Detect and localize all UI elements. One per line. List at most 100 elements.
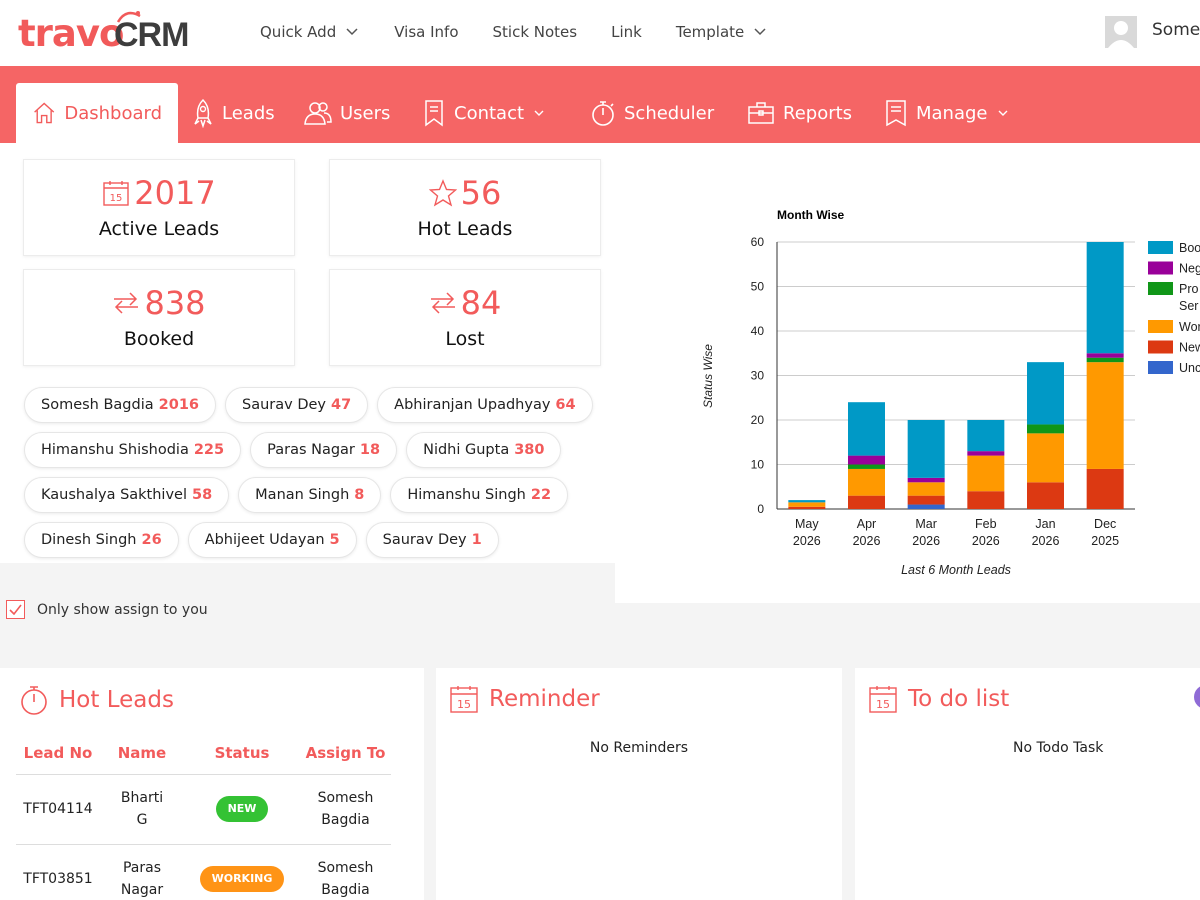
chart-legend-label: Unc [1179,361,1200,375]
nav-reports[interactable]: Reports [747,83,852,143]
chart-y-tick-label: 10 [751,458,765,472]
todo-panel: 15 To do list No Todo Task [855,668,1200,900]
user-name: Kaushalya Sakthivel [41,487,187,503]
stat-booked[interactable]: 838 Booked [23,269,295,366]
nav-contact[interactable]: Contact [422,83,552,143]
user-chip[interactable]: Himanshu Shishodia 225 [24,432,242,468]
lead-name: Paras Nagar [100,844,184,900]
assign-filter-checkbox[interactable] [6,600,25,619]
user-chip[interactable]: Abhijeet Udayan 5 [187,522,357,558]
topnav-label: Quick Add [260,23,337,41]
nav-scheduler[interactable]: Scheduler [590,83,714,143]
chevron-down-icon [754,28,766,36]
topnav-quick-add[interactable]: Quick Add [260,23,358,41]
chart-legend-label: Ser [1179,299,1198,313]
user-chip[interactable]: Somesh Bagdia 2016 [24,387,216,423]
chip-row: Somesh Bagdia 2016 Saurav Dey 47 Abhiranja… [24,387,604,423]
main-nav: Dashboard Leads Users Contact Scheduler … [0,66,1200,143]
lead-number[interactable]: TFT04114 [16,774,100,845]
stacked-bar-chart: Month Wise Status Wise Last 6 Month Lead… [701,208,1200,577]
column-header[interactable]: Assign To [300,732,391,775]
chart-bar-segment [907,420,945,478]
chart-bar-segment [848,402,885,456]
chart-x-tick-label: May [795,517,819,531]
nav-label: Leads [222,102,275,124]
travocrm-logo[interactable]: travo CRM [18,6,198,60]
topnav-template[interactable]: Template [676,23,766,41]
lead-assignee: Somesh Bagdia [300,774,391,845]
chart-legend-label: Pro [1179,282,1199,296]
rocket-icon [194,98,212,128]
chart-bar-segment [1086,357,1124,363]
panel-title-text: Reminder [489,686,600,712]
column-header[interactable]: Lead No [16,732,100,775]
user-chip[interactable]: Paras Nagar 18 [250,432,398,468]
chart-bar-segment [1086,468,1124,509]
chart-bar-segment [907,477,945,483]
user-chip[interactable]: Nidhi Gupta 380 [406,432,562,468]
panel-title-text: To do list [908,686,1010,712]
nav-dashboard[interactable]: Dashboard [16,83,178,143]
lead-number[interactable]: TFT03851 [16,844,100,900]
nav-label: Manage [916,102,988,124]
stat-label: Booked [123,328,195,350]
user-chip[interactable]: Kaushalya Sakthivel 58 [24,477,230,513]
add-todo-button[interactable] [1194,685,1200,709]
table-header-row: Lead No Name Status Assign To [16,732,391,775]
column-header[interactable]: Status [184,732,300,775]
assign-filter-label: Only show assign to you [37,601,208,618]
stat-lost[interactable]: 84 Lost [329,269,601,366]
avatar-placeholder-icon [1108,21,1134,48]
stat-active-leads[interactable]: 15 2017 Active Leads [23,159,295,256]
user-chip[interactable]: Himanshu Singh 22 [390,477,569,513]
chart-title: Month Wise [777,208,845,222]
chart-legend-swatch [1148,361,1173,374]
user-name: Saurav Dey [382,532,467,548]
user-name: Himanshu Shishodia [41,442,189,458]
nav-users[interactable]: Users [304,83,390,143]
chart-bar-segment [967,420,1005,452]
stat-value: 56 [460,174,502,212]
user-lead-count: 26 [141,532,162,548]
user-chip[interactable]: Dinesh Singh 26 [24,522,179,558]
chart-bar-segment [788,500,826,503]
user-name: Manan Singh [255,487,350,503]
topnav-stick-notes[interactable]: Stick Notes [493,23,578,41]
top-nav: Quick Add Visa Info Stick Notes Link Tem… [260,20,766,44]
chart-bar-segment [1027,482,1064,509]
topnav-label: Link [611,23,642,41]
user-chip[interactable]: Saurav Dey 47 [225,387,369,423]
user-avatar[interactable] [1105,16,1137,48]
column-header[interactable]: Name [100,732,184,775]
username[interactable]: Some [1152,20,1200,40]
user-lead-count: 47 [330,397,352,413]
nav-manage[interactable]: Manage [884,83,1016,143]
user-lead-count: 5 [329,532,340,548]
topnav-visa-info[interactable]: Visa Info [394,23,458,41]
chart-bar-segment [907,482,945,496]
user-lead-count: 380 [514,442,545,458]
user-chip[interactable]: Saurav Dey 1 [365,522,499,558]
topnav-link[interactable]: Link [611,23,642,41]
checkmark-icon [9,604,22,615]
calendar-icon: 15 [869,686,897,713]
reminder-title: 15 Reminder [449,684,600,714]
table-row[interactable]: TFT04114 Bharti G NEW Somesh Bagdia [16,774,391,845]
status-badge: WORKING [199,866,285,892]
stat-value: 2017 [134,174,216,212]
exchange-icon [114,292,139,314]
user-lead-count: 1 [471,532,482,548]
stat-hot-leads[interactable]: 56 Hot Leads [329,159,601,256]
user-name: Dinesh Singh [41,532,137,548]
topnav-label: Visa Info [394,23,459,41]
contact-icon [425,100,443,127]
chart-legend-swatch [1148,282,1173,295]
nav-leads[interactable]: Leads [192,83,275,143]
status-badge: NEW [215,796,269,822]
user-chip[interactable]: Manan Singh 8 [238,477,382,513]
table-row[interactable]: TFT03851 Paras Nagar WORKING Somesh Bagd… [16,844,391,900]
nav-label: Dashboard [64,102,162,124]
topnav-label: Stick Notes [492,23,578,41]
stat-label: Active Leads [98,218,220,240]
user-chip[interactable]: Abhiranjan Upadhyay 64 [377,387,593,423]
